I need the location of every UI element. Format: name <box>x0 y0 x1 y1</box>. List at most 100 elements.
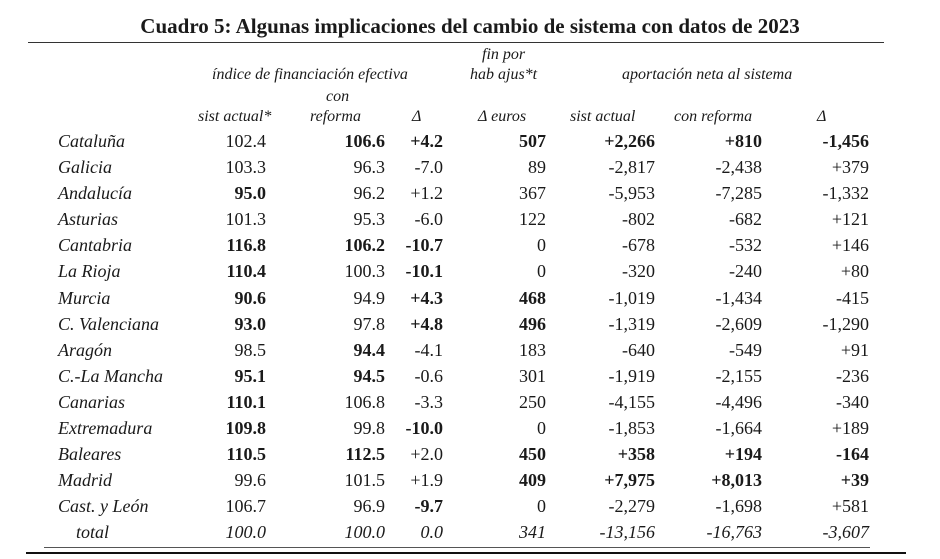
region-name: Andalucía <box>58 183 132 204</box>
region-name: Madrid <box>58 470 112 491</box>
region-name: Canarias <box>58 391 126 412</box>
cell-net-con-reforma: -240 <box>729 261 762 282</box>
cell-index-sist-actual: 109.8 <box>225 418 267 439</box>
table-title: Cuadro 5: Algunas implicaciones del camb… <box>140 14 800 38</box>
cell-net-delta: -236 <box>836 365 869 386</box>
cell-index-delta: +4.2 <box>410 131 443 151</box>
cell-index-sist-actual: 99.6 <box>234 470 267 491</box>
cell-index-delta: +1.2 <box>410 183 443 204</box>
cell-net-sist-actual: -1,919 <box>608 365 656 386</box>
cell-net-con-reforma: -2,438 <box>715 157 763 178</box>
cell-index-con-reforma: 101.5 <box>344 470 386 491</box>
cell-index-con-reforma: 95.3 <box>353 209 386 230</box>
region-name: Murcia <box>58 287 111 308</box>
region-name: Cantabria <box>58 235 133 256</box>
header-col-sist-actual: sist actual* <box>198 108 272 125</box>
cell-net-delta: -340 <box>836 391 869 412</box>
cell-net-delta: +80 <box>840 261 869 282</box>
cell-net-sist-actual: -640 <box>622 339 655 360</box>
cell-net-con-reforma: -682 <box>729 209 762 230</box>
cell-net-sist-actual: -678 <box>622 235 655 256</box>
region-name: Cast. y León <box>58 496 149 517</box>
total-index-delta: 0.0 <box>420 522 444 543</box>
table-row: La Rioja 110.4 100.3 -10.1 0 -320 -240 +80 <box>0 261 940 287</box>
table-row: Cataluña 102.4 106.6 +4.2 507 +2,266 +810 -1,45… <box>0 131 940 157</box>
cell-net-delta: +121 <box>831 209 869 230</box>
cell-index-sist-actual: 103.3 <box>225 157 267 178</box>
total-fin-delta-euros: 341 <box>519 522 546 543</box>
total-net-delta: -3,607 <box>822 522 870 543</box>
region-name: Aragón <box>58 339 112 360</box>
cell-net-sist-actual: -2,279 <box>608 496 656 517</box>
region-name: C. Valenciana <box>58 313 159 334</box>
table-row: Canarias 110.1 106.8 -3.3 250 -4,155 -4,496 -34… <box>0 392 940 418</box>
cell-index-delta: -6.0 <box>414 209 444 230</box>
header-col-delta-index: Δ <box>412 108 422 125</box>
cell-net-con-reforma: +194 <box>724 444 762 465</box>
cell-net-delta: -164 <box>836 444 869 465</box>
header-col-con-line1: con <box>326 88 350 105</box>
cell-net-con-reforma: -2,155 <box>715 365 763 386</box>
cell-index-sist-actual: 110.1 <box>226 391 266 412</box>
cell-index-delta: -10.7 <box>405 235 444 256</box>
region-name: Extremadura <box>58 418 153 439</box>
cell-index-delta: +4.8 <box>410 313 443 334</box>
header-col-delta-euros: Δ euros <box>478 108 527 125</box>
cell-net-sist-actual: -2,817 <box>608 157 656 178</box>
cell-index-sist-actual: 98.5 <box>234 339 267 360</box>
cell-net-con-reforma: -532 <box>729 235 762 256</box>
cell-net-sist-actual: +2,266 <box>604 131 655 151</box>
cell-index-delta: -0.6 <box>414 365 444 386</box>
cell-net-delta: -415 <box>836 287 869 308</box>
cell-net-delta: +91 <box>840 339 869 360</box>
region-name: Cataluña <box>58 131 126 151</box>
cell-index-sist-actual: 102.4 <box>225 131 267 151</box>
cell-net-delta: +146 <box>831 235 869 256</box>
cell-net-con-reforma: +810 <box>724 131 762 151</box>
table-row: Madrid 99.6 101.5 +1.9 409 +7,975 +8,013 +39 <box>0 470 940 496</box>
cell-net-sist-actual: -4,155 <box>608 391 656 412</box>
region-name: La Rioja <box>58 261 121 282</box>
cell-index-sist-actual: 110.4 <box>226 261 266 282</box>
cell-fin-delta-euros: 250 <box>519 391 546 412</box>
cell-net-con-reforma: -2,609 <box>715 313 763 334</box>
table-row-total: total 100.0 100.0 0.0 341 -13,156 -16,763 -3,60… <box>0 522 940 548</box>
cell-fin-delta-euros: 183 <box>519 339 546 360</box>
cell-index-delta: -9.7 <box>414 496 444 517</box>
cell-index-delta: +2.0 <box>410 444 443 465</box>
cell-index-sist-actual: 106.7 <box>225 496 267 517</box>
table-row: Cantabria 116.8 106.2 -10.7 0 -678 -532 +146 <box>0 235 940 261</box>
cell-index-con-reforma: 96.3 <box>353 157 386 178</box>
header-group-fin-line1: fin por <box>482 46 526 63</box>
cell-net-con-reforma: -4,496 <box>715 391 763 412</box>
table-row: Cast. y León 106.7 96.9 -9.7 0 -2,279 -1,698 +5… <box>0 496 940 522</box>
cell-index-delta: +4.3 <box>410 287 443 308</box>
region-name: Asturias <box>58 209 119 230</box>
cell-net-sist-actual: -1,319 <box>608 313 656 334</box>
cell-index-sist-actual: 110.5 <box>226 444 266 465</box>
cell-index-sist-actual: 95.1 <box>234 365 267 386</box>
cell-net-delta: +189 <box>831 418 869 439</box>
table-row: Andalucía 95.0 96.2 +1.2 367 -5,953 -7,285 -1,3… <box>0 183 940 209</box>
table-row: Baleares 110.5 112.5 +2.0 450 +358 +194 -164 <box>0 444 940 470</box>
region-name: Galicia <box>58 157 112 178</box>
cell-index-con-reforma: 94.5 <box>353 365 386 386</box>
table-body: Cataluña 102.4 106.6 +4.2 507 +2,266 +810 -1,45… <box>0 131 940 549</box>
cell-index-con-reforma: 97.8 <box>353 313 386 334</box>
cell-net-delta: -1,332 <box>822 183 870 204</box>
cell-fin-delta-euros: 496 <box>519 313 546 334</box>
region-name: C.-La Mancha <box>58 365 163 386</box>
total-net-sist-actual: -13,156 <box>599 522 656 543</box>
cell-index-sist-actual: 116.8 <box>226 235 266 256</box>
header-group-financing-index: índice de financiación efectiva <box>212 66 408 83</box>
cell-net-sist-actual: +7,975 <box>604 470 655 491</box>
cell-index-con-reforma: 112.5 <box>345 444 385 465</box>
bottom-rule-thick <box>26 552 906 554</box>
table-row: Aragón 98.5 94.4 -4.1 183 -640 -549 +91 <box>0 340 940 366</box>
cell-net-con-reforma: -1,698 <box>715 496 763 517</box>
cell-index-con-reforma: 99.8 <box>353 418 386 439</box>
cell-fin-delta-euros: 0 <box>537 496 546 517</box>
cell-net-delta: +581 <box>831 496 869 517</box>
cell-net-sist-actual: -802 <box>622 209 655 230</box>
header-col-net-con-reforma: con reforma <box>674 108 753 125</box>
